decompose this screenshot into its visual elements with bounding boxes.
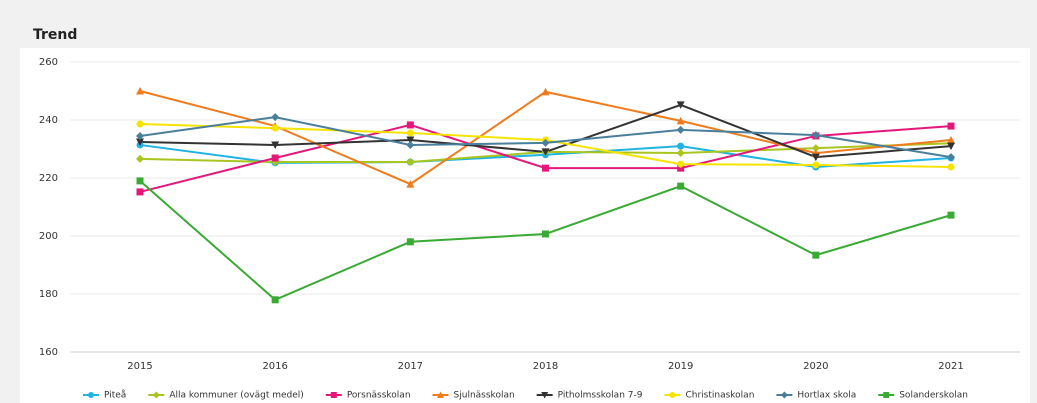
marker [271, 296, 279, 304]
marker [406, 238, 414, 246]
marker [136, 138, 144, 147]
marker [406, 136, 415, 145]
x-tick-label: 2019 [668, 361, 693, 372]
marker [437, 391, 445, 398]
marker [406, 158, 415, 167]
x-tick-label: 2018 [533, 361, 558, 372]
x-tick-label: 2016 [262, 361, 287, 372]
y-tick-label: 240 [39, 115, 58, 126]
marker [677, 160, 685, 168]
legend-label: Alla kommuner (ovägt medel) [169, 391, 304, 401]
marker [811, 144, 820, 153]
legend-label: Solanderskolan [899, 391, 968, 401]
marker [947, 211, 955, 219]
legend-label: Pitholmsskolan 7-9 [558, 391, 643, 401]
marker [541, 148, 550, 156]
legend-label: Porsnässkolan [347, 391, 411, 401]
legend-label: Piteå [104, 390, 126, 401]
legend-label: Hortlax skola [797, 391, 856, 401]
marker [677, 142, 685, 150]
marker [947, 122, 955, 130]
x-tick-label: 2017 [398, 361, 423, 372]
marker [542, 164, 549, 172]
marker [676, 125, 685, 134]
marker [271, 154, 279, 162]
marker [677, 182, 685, 190]
marker [883, 392, 890, 398]
marker [947, 136, 955, 144]
panel [20, 48, 1030, 403]
marker [152, 391, 160, 399]
marker [406, 140, 415, 149]
y-tick-label: 220 [39, 173, 58, 184]
marker [136, 188, 144, 196]
marker [542, 230, 549, 238]
marker [136, 131, 144, 140]
marker [541, 392, 549, 399]
marker [541, 87, 550, 96]
marker [136, 154, 144, 163]
marker [669, 392, 676, 398]
marker [947, 142, 955, 151]
marker [677, 164, 685, 172]
marker [780, 391, 788, 399]
x-tick-label: 2021 [938, 361, 963, 372]
marker [136, 120, 144, 128]
x-tick-label: 2020 [803, 361, 828, 372]
marker [947, 163, 955, 171]
y-tick-label: 200 [39, 231, 58, 242]
marker [812, 161, 820, 169]
marker [136, 87, 144, 95]
legend-label: Christinaskolan [685, 391, 754, 401]
chart-title: Trend [33, 27, 77, 43]
marker [947, 153, 955, 162]
marker [136, 177, 144, 185]
y-tick-label: 260 [39, 57, 58, 68]
y-tick-label: 180 [39, 289, 58, 300]
x-tick-label: 2015 [127, 361, 152, 372]
marker [406, 180, 415, 188]
marker [271, 113, 280, 122]
marker [330, 392, 337, 398]
marker [541, 138, 550, 147]
marker [811, 153, 820, 162]
marker [271, 141, 280, 149]
marker [676, 116, 685, 125]
marker [676, 149, 685, 158]
marker [271, 124, 279, 132]
marker [676, 101, 685, 109]
marker [406, 121, 414, 129]
marker [811, 131, 820, 140]
y-tick-label: 160 [39, 347, 58, 358]
legend-label: Sjulnässkolan [454, 391, 515, 401]
marker [88, 392, 94, 398]
marker [406, 129, 414, 137]
marker [812, 251, 820, 259]
